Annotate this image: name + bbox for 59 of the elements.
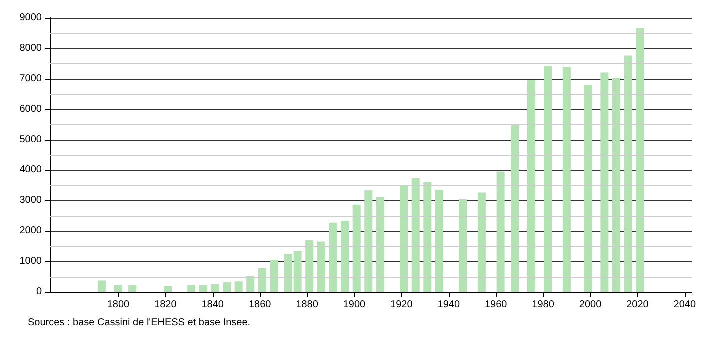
x-tick-label: 1980 [532, 300, 555, 310]
bar [562, 67, 571, 292]
bar [270, 260, 278, 292]
bar [600, 72, 609, 292]
bar [584, 84, 592, 292]
bar [459, 199, 468, 292]
bar [528, 80, 536, 292]
y-tick-label: 3000 [20, 195, 42, 206]
bar [496, 172, 505, 292]
x-tick-label: 1800 [107, 300, 130, 310]
bar [376, 197, 384, 292]
bar [306, 240, 314, 292]
bar [128, 285, 137, 292]
x-tick-label: 1880 [296, 300, 319, 310]
x-tick-label: 1900 [343, 300, 366, 310]
x-tick-label: 1860 [248, 300, 272, 310]
bar [329, 222, 338, 292]
bar [164, 286, 172, 292]
y-tick-label: 5000 [20, 134, 42, 146]
bar [364, 190, 373, 292]
y-tick-label: 6000 [20, 104, 42, 115]
bar [636, 28, 644, 292]
bar [510, 125, 519, 292]
x-tick-label: 2000 [579, 300, 602, 310]
y-tick-label: 9000 [20, 12, 42, 24]
bar [234, 282, 243, 292]
x-tick-label: 1960 [484, 300, 508, 310]
x-tick-label: 1820 [154, 300, 178, 310]
x-tick-label: 1940 [438, 300, 460, 310]
bar [544, 66, 552, 292]
bar [400, 186, 408, 292]
y-tick-label: 4000 [20, 164, 42, 176]
bar [258, 268, 266, 292]
x-tick-label: 1840 [202, 300, 224, 310]
bar [188, 285, 196, 292]
x-tick-label: 1920 [390, 300, 414, 310]
bar [352, 204, 361, 292]
bar [612, 78, 620, 292]
y-tick-label: 0 [36, 286, 42, 298]
y-tick-label: 1000 [20, 256, 42, 268]
bar [223, 282, 232, 292]
bar [478, 192, 486, 292]
x-tick-label: 2020 [626, 300, 650, 310]
bar [114, 285, 122, 292]
bar [211, 284, 220, 292]
bar [98, 280, 106, 292]
bar [341, 221, 350, 292]
bar [435, 190, 444, 292]
bar [624, 56, 632, 292]
bar [317, 242, 326, 292]
bar [412, 178, 420, 292]
x-tick-label: 2040 [674, 300, 696, 310]
bar [424, 182, 432, 292]
y-tick-label: 7000 [20, 73, 42, 84]
y-tick-label: 2000 [20, 226, 42, 237]
bar [199, 285, 208, 292]
source-note: Sources : base Cassini de l'EHESS et base Insee. [28, 318, 251, 328]
bar [246, 276, 255, 292]
y-tick-label: 8000 [20, 42, 42, 54]
